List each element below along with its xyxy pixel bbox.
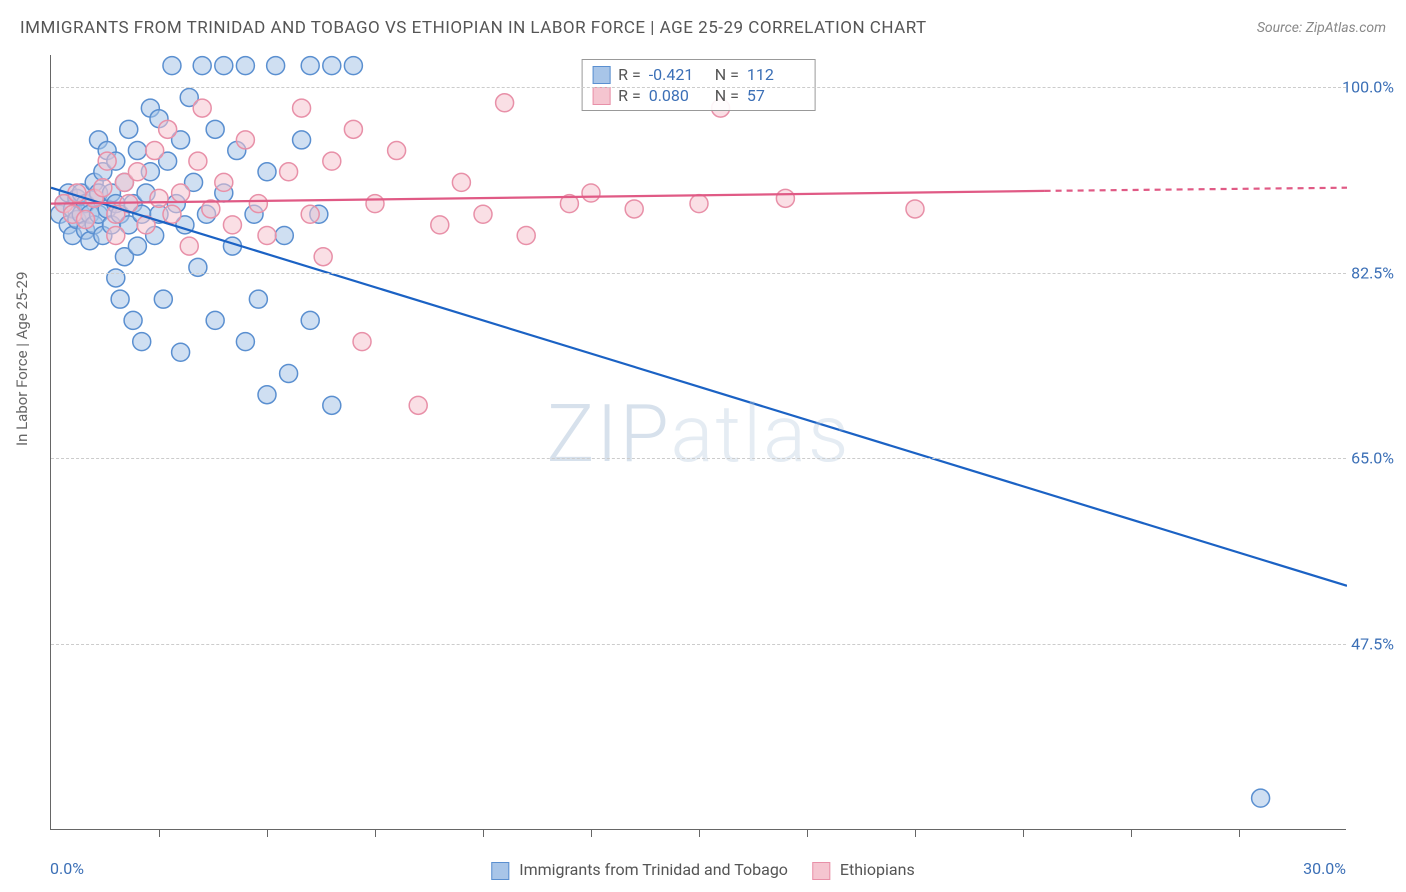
legend-label-ethiopians: Ethiopians [840, 860, 915, 879]
legend-n-value-trinidad: 112 [747, 65, 805, 84]
chart-title: IMMIGRANTS FROM TRINIDAD AND TOBAGO VS E… [20, 18, 927, 38]
legend-r-label: R = [618, 86, 641, 105]
legend-swatch-trinidad [592, 66, 610, 84]
plot-area: R = -0.421 N = 112 R = 0.080 N = 57 ZIPa… [50, 55, 1346, 830]
legend-swatch-ethiopians [592, 87, 610, 105]
legend-label-trinidad: Immigrants from Trinidad and Tobago [519, 860, 788, 879]
legend-r-value-trinidad: -0.421 [649, 65, 707, 84]
bottom-legend-item-trinidad: Immigrants from Trinidad and Tobago [491, 860, 788, 880]
legend-n-value-ethiopians: 57 [747, 86, 805, 105]
legend-r-label: R = [618, 65, 641, 84]
legend-n-label: N = [715, 65, 739, 84]
y-tick-label: 47.5% [1351, 635, 1394, 654]
x-max-label: 30.0% [1303, 859, 1346, 878]
y-tick-label: 100.0% [1342, 77, 1394, 96]
bottom-legend: Immigrants from Trinidad and Tobago Ethi… [491, 860, 914, 880]
x-origin-label: 0.0% [50, 859, 84, 878]
scatter-svg [51, 55, 1347, 830]
legend-row-ethiopians: R = 0.080 N = 57 [592, 85, 805, 106]
y-tick-label: 65.0% [1351, 449, 1394, 468]
legend-swatch-trinidad [491, 862, 509, 880]
source-label: Source: ZipAtlas.com [1257, 20, 1386, 36]
y-axis-label: In Labor Force | Age 25-29 [13, 272, 31, 446]
bottom-legend-item-ethiopians: Ethiopians [812, 860, 915, 880]
y-tick-label: 82.5% [1351, 263, 1394, 282]
correlation-legend: R = -0.421 N = 112 R = 0.080 N = 57 [581, 59, 816, 111]
legend-row-trinidad: R = -0.421 N = 112 [592, 64, 805, 85]
legend-r-value-ethiopians: 0.080 [649, 86, 707, 105]
legend-swatch-ethiopians [812, 862, 830, 880]
legend-n-label: N = [715, 86, 739, 105]
